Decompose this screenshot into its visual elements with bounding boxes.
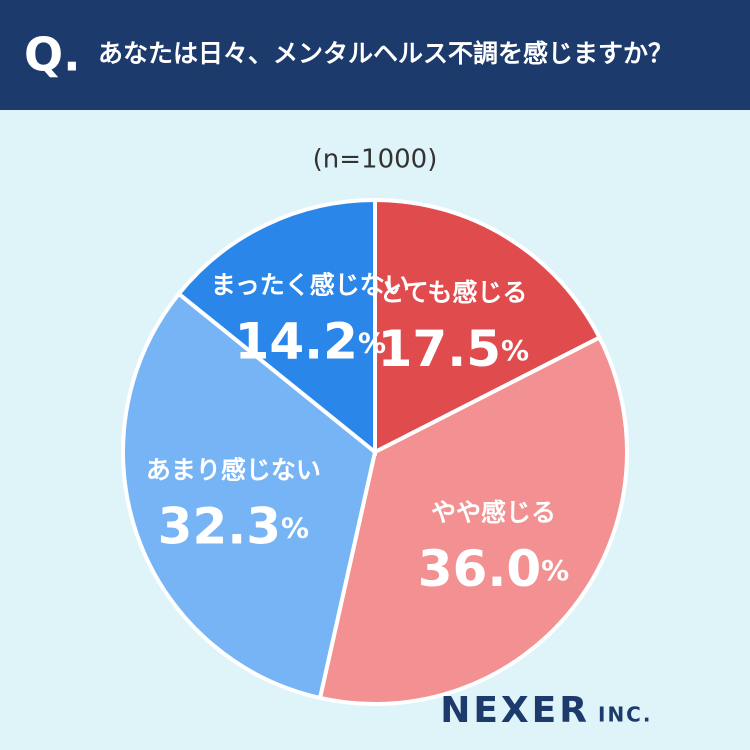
pie-slice: [317, 334, 629, 706]
chart-subtitle: (n=1000): [313, 145, 438, 175]
header: [0, 0, 750, 110]
value-label: 36.0%: [418, 539, 569, 597]
category-label: やや感じる: [431, 498, 556, 527]
logo: NEXER: [440, 690, 590, 731]
logo-suffix: INC.: [598, 703, 652, 727]
pie-slice: [176, 197, 377, 457]
value-label: 32.3%: [158, 497, 309, 555]
question-mark: Q.: [24, 28, 81, 82]
chart-title: あなたは日々、メンタルヘルス不調を感じますか？: [98, 39, 673, 68]
value-label: 17.5%: [378, 320, 529, 378]
value-label: 14.2%: [235, 312, 386, 370]
pie-slice: [373, 197, 603, 456]
labels: とても感じる 17.5% やや感じる 36.0% あまり感じない 32.3% まったく感じな…: [146, 271, 569, 598]
pie-slice: [121, 291, 378, 701]
category-label: あまり感じない: [146, 455, 321, 484]
category-label: とても感じる: [379, 278, 527, 307]
pie: [121, 197, 629, 706]
category-label: まったく感じない: [211, 271, 410, 300]
